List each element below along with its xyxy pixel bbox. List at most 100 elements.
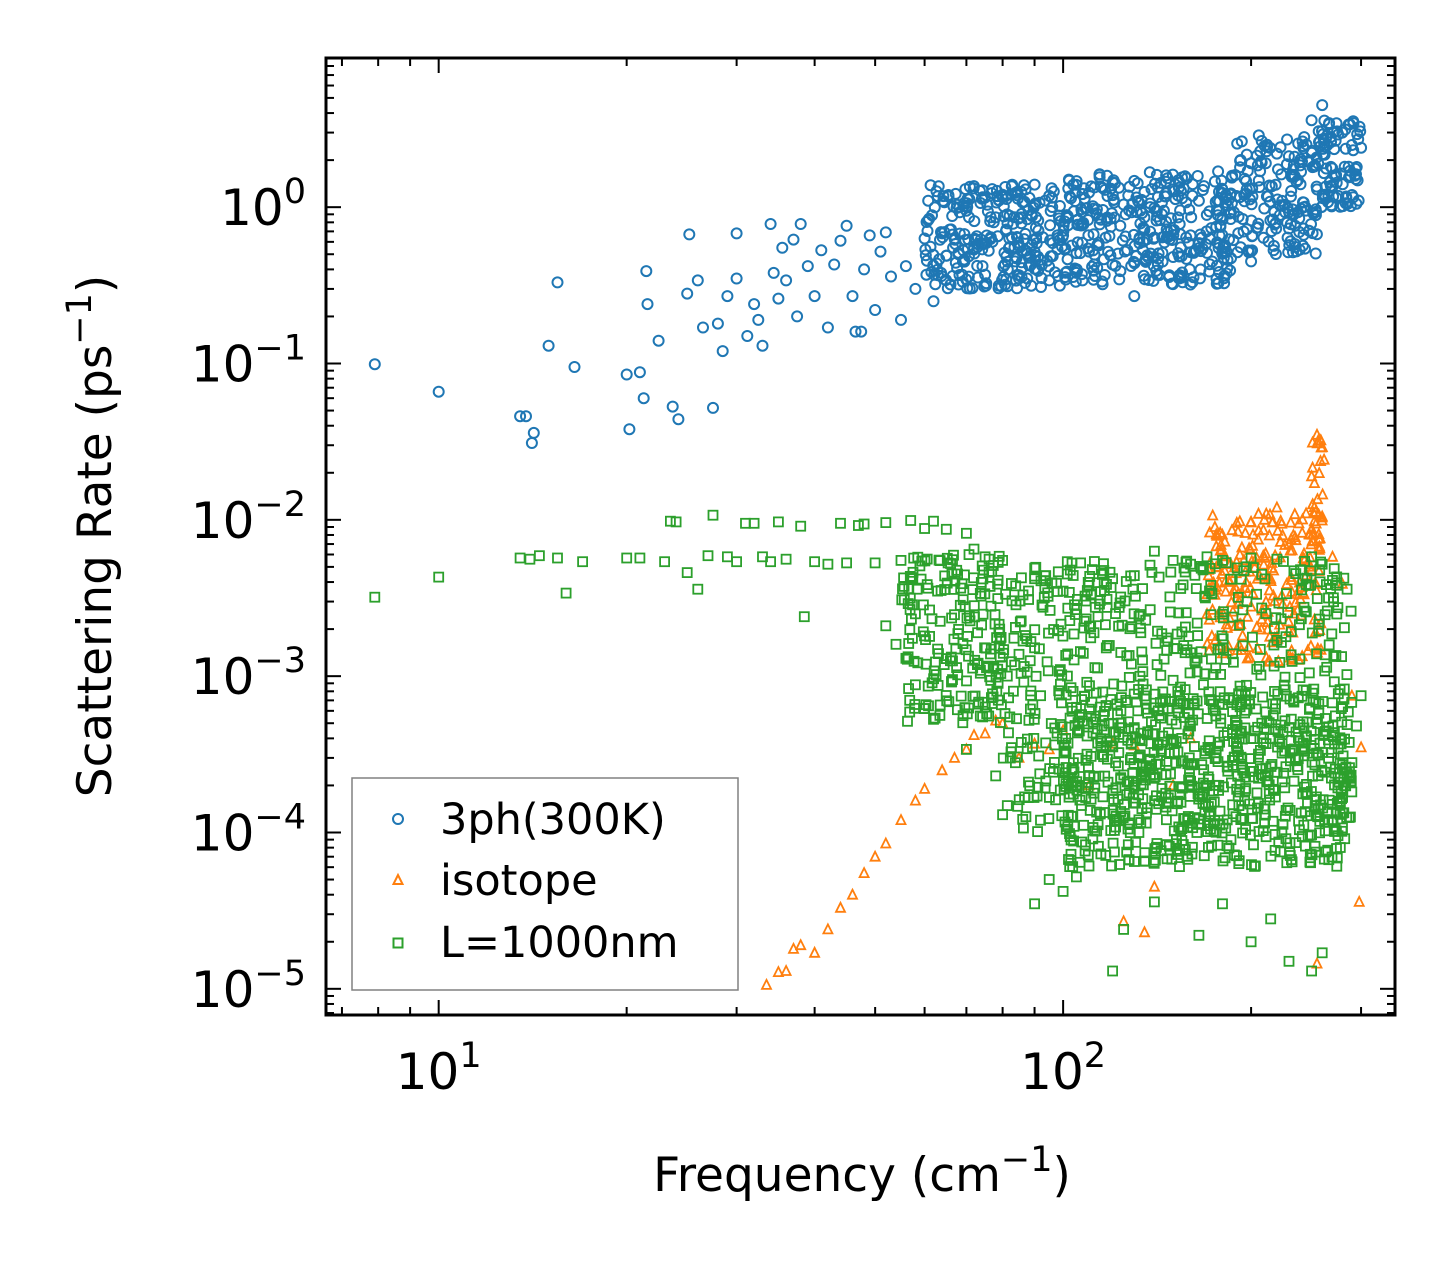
data-point-triangle <box>1313 542 1326 555</box>
data-point-triangle <box>1296 525 1309 538</box>
data-point-circle <box>525 437 538 449</box>
data-point-circle <box>1203 258 1216 271</box>
data-point-triangle <box>1235 585 1248 597</box>
data-point-square <box>1084 620 1095 632</box>
data-point-square <box>1119 799 1130 810</box>
data-point-circle <box>949 187 962 200</box>
data-point-circle <box>1184 229 1197 242</box>
data-point-square <box>1174 861 1185 872</box>
data-point-square <box>955 582 967 594</box>
data-point-square <box>1093 840 1104 852</box>
data-point-square <box>1066 810 1077 822</box>
data-point-triangle <box>1300 506 1313 519</box>
data-point-square <box>1216 630 1228 642</box>
data-point-square <box>1187 841 1198 853</box>
data-point-circle <box>869 304 882 316</box>
data-point-square <box>934 699 946 711</box>
data-point-square <box>1285 713 1297 725</box>
data-point-square <box>1206 588 1217 599</box>
data-point-square <box>1171 833 1182 845</box>
data-point-square <box>1107 837 1119 849</box>
data-point-circle <box>1007 217 1020 230</box>
data-point-square <box>1133 827 1145 838</box>
data-point-circle <box>1172 211 1185 224</box>
data-point-circle <box>432 385 445 398</box>
x-axis-label-end: ) <box>1052 1148 1070 1203</box>
data-point-square <box>1066 702 1078 713</box>
data-point-square <box>1039 782 1051 794</box>
data-point-square <box>1102 640 1113 651</box>
y-tick-label-exp: −1 <box>254 329 306 369</box>
data-point-square <box>1110 608 1121 619</box>
y-tick-label-base: 10 <box>191 648 255 706</box>
data-point-square <box>1029 573 1040 585</box>
data-point-circle <box>834 234 847 247</box>
data-point-circle <box>960 204 973 217</box>
data-point-square <box>1248 771 1259 783</box>
y-tick-label-exp: −4 <box>254 797 306 837</box>
data-point-square <box>1024 655 1036 667</box>
data-point-circle <box>1117 198 1130 211</box>
data-point-circle <box>1246 244 1259 257</box>
data-point-square <box>977 573 989 585</box>
data-point-square <box>967 584 979 595</box>
data-point-square <box>1017 814 1029 825</box>
data-point-square <box>940 523 952 535</box>
data-point-square <box>1135 627 1147 639</box>
data-point-circle <box>756 339 769 352</box>
data-point-square <box>1210 558 1221 570</box>
data-point-square <box>901 653 913 665</box>
data-point-square <box>1151 838 1163 849</box>
data-point-circle <box>1311 183 1323 196</box>
data-point-circle <box>623 423 636 436</box>
y-axis-label-main: Scattering Rate (ps <box>68 345 123 798</box>
data-point-square <box>1198 764 1210 776</box>
data-point-circle <box>1140 233 1153 246</box>
data-point-circle <box>1200 225 1213 238</box>
data-point-square <box>1018 822 1029 834</box>
data-point-square <box>1198 679 1209 691</box>
data-point-circle <box>1334 200 1347 213</box>
data-point-square <box>1083 580 1095 591</box>
data-point-square <box>954 599 966 611</box>
data-point-triangle <box>1285 569 1298 582</box>
data-point-square <box>748 517 760 529</box>
data-point-square <box>1310 810 1322 821</box>
data-point-triangle <box>1271 523 1284 536</box>
data-point-triangle <box>1306 527 1319 540</box>
data-point-square <box>1062 821 1074 832</box>
data-point-square <box>1032 826 1043 837</box>
data-point-circle <box>1346 189 1358 201</box>
data-point-square <box>1040 775 1052 787</box>
data-point-square <box>1345 605 1357 617</box>
data-point-square <box>1115 705 1127 717</box>
legend-label-isotope: isotope <box>440 856 598 906</box>
data-point-circle <box>1151 210 1164 223</box>
data-point-square <box>433 571 445 583</box>
data-point-circle <box>1029 197 1042 210</box>
data-point-square <box>1100 850 1112 861</box>
data-point-square <box>1193 813 1205 825</box>
data-point-square <box>1117 732 1129 743</box>
data-point-triangle <box>1219 584 1232 597</box>
data-point-square <box>1285 755 1296 767</box>
data-point-square <box>1227 808 1239 820</box>
data-point-triangle <box>780 963 793 976</box>
data-point-circle <box>1158 236 1171 249</box>
data-point-square <box>981 708 993 720</box>
data-point-square <box>1342 706 1354 718</box>
data-point-square <box>1330 710 1341 722</box>
data-point-triangle <box>979 726 992 739</box>
data-point-triangle <box>1252 506 1265 519</box>
data-point-triangle <box>909 793 922 806</box>
data-point-square <box>1227 724 1239 735</box>
data-point-square <box>1144 604 1156 616</box>
data-point-square <box>1351 720 1362 732</box>
data-point-circle <box>940 249 953 262</box>
data-point-circle <box>1070 175 1083 188</box>
data-point-square <box>514 552 526 564</box>
data-point-circle <box>730 272 743 285</box>
data-point-circle <box>1062 182 1075 195</box>
data-point-circle <box>821 321 834 334</box>
data-point-square <box>1019 791 1030 803</box>
